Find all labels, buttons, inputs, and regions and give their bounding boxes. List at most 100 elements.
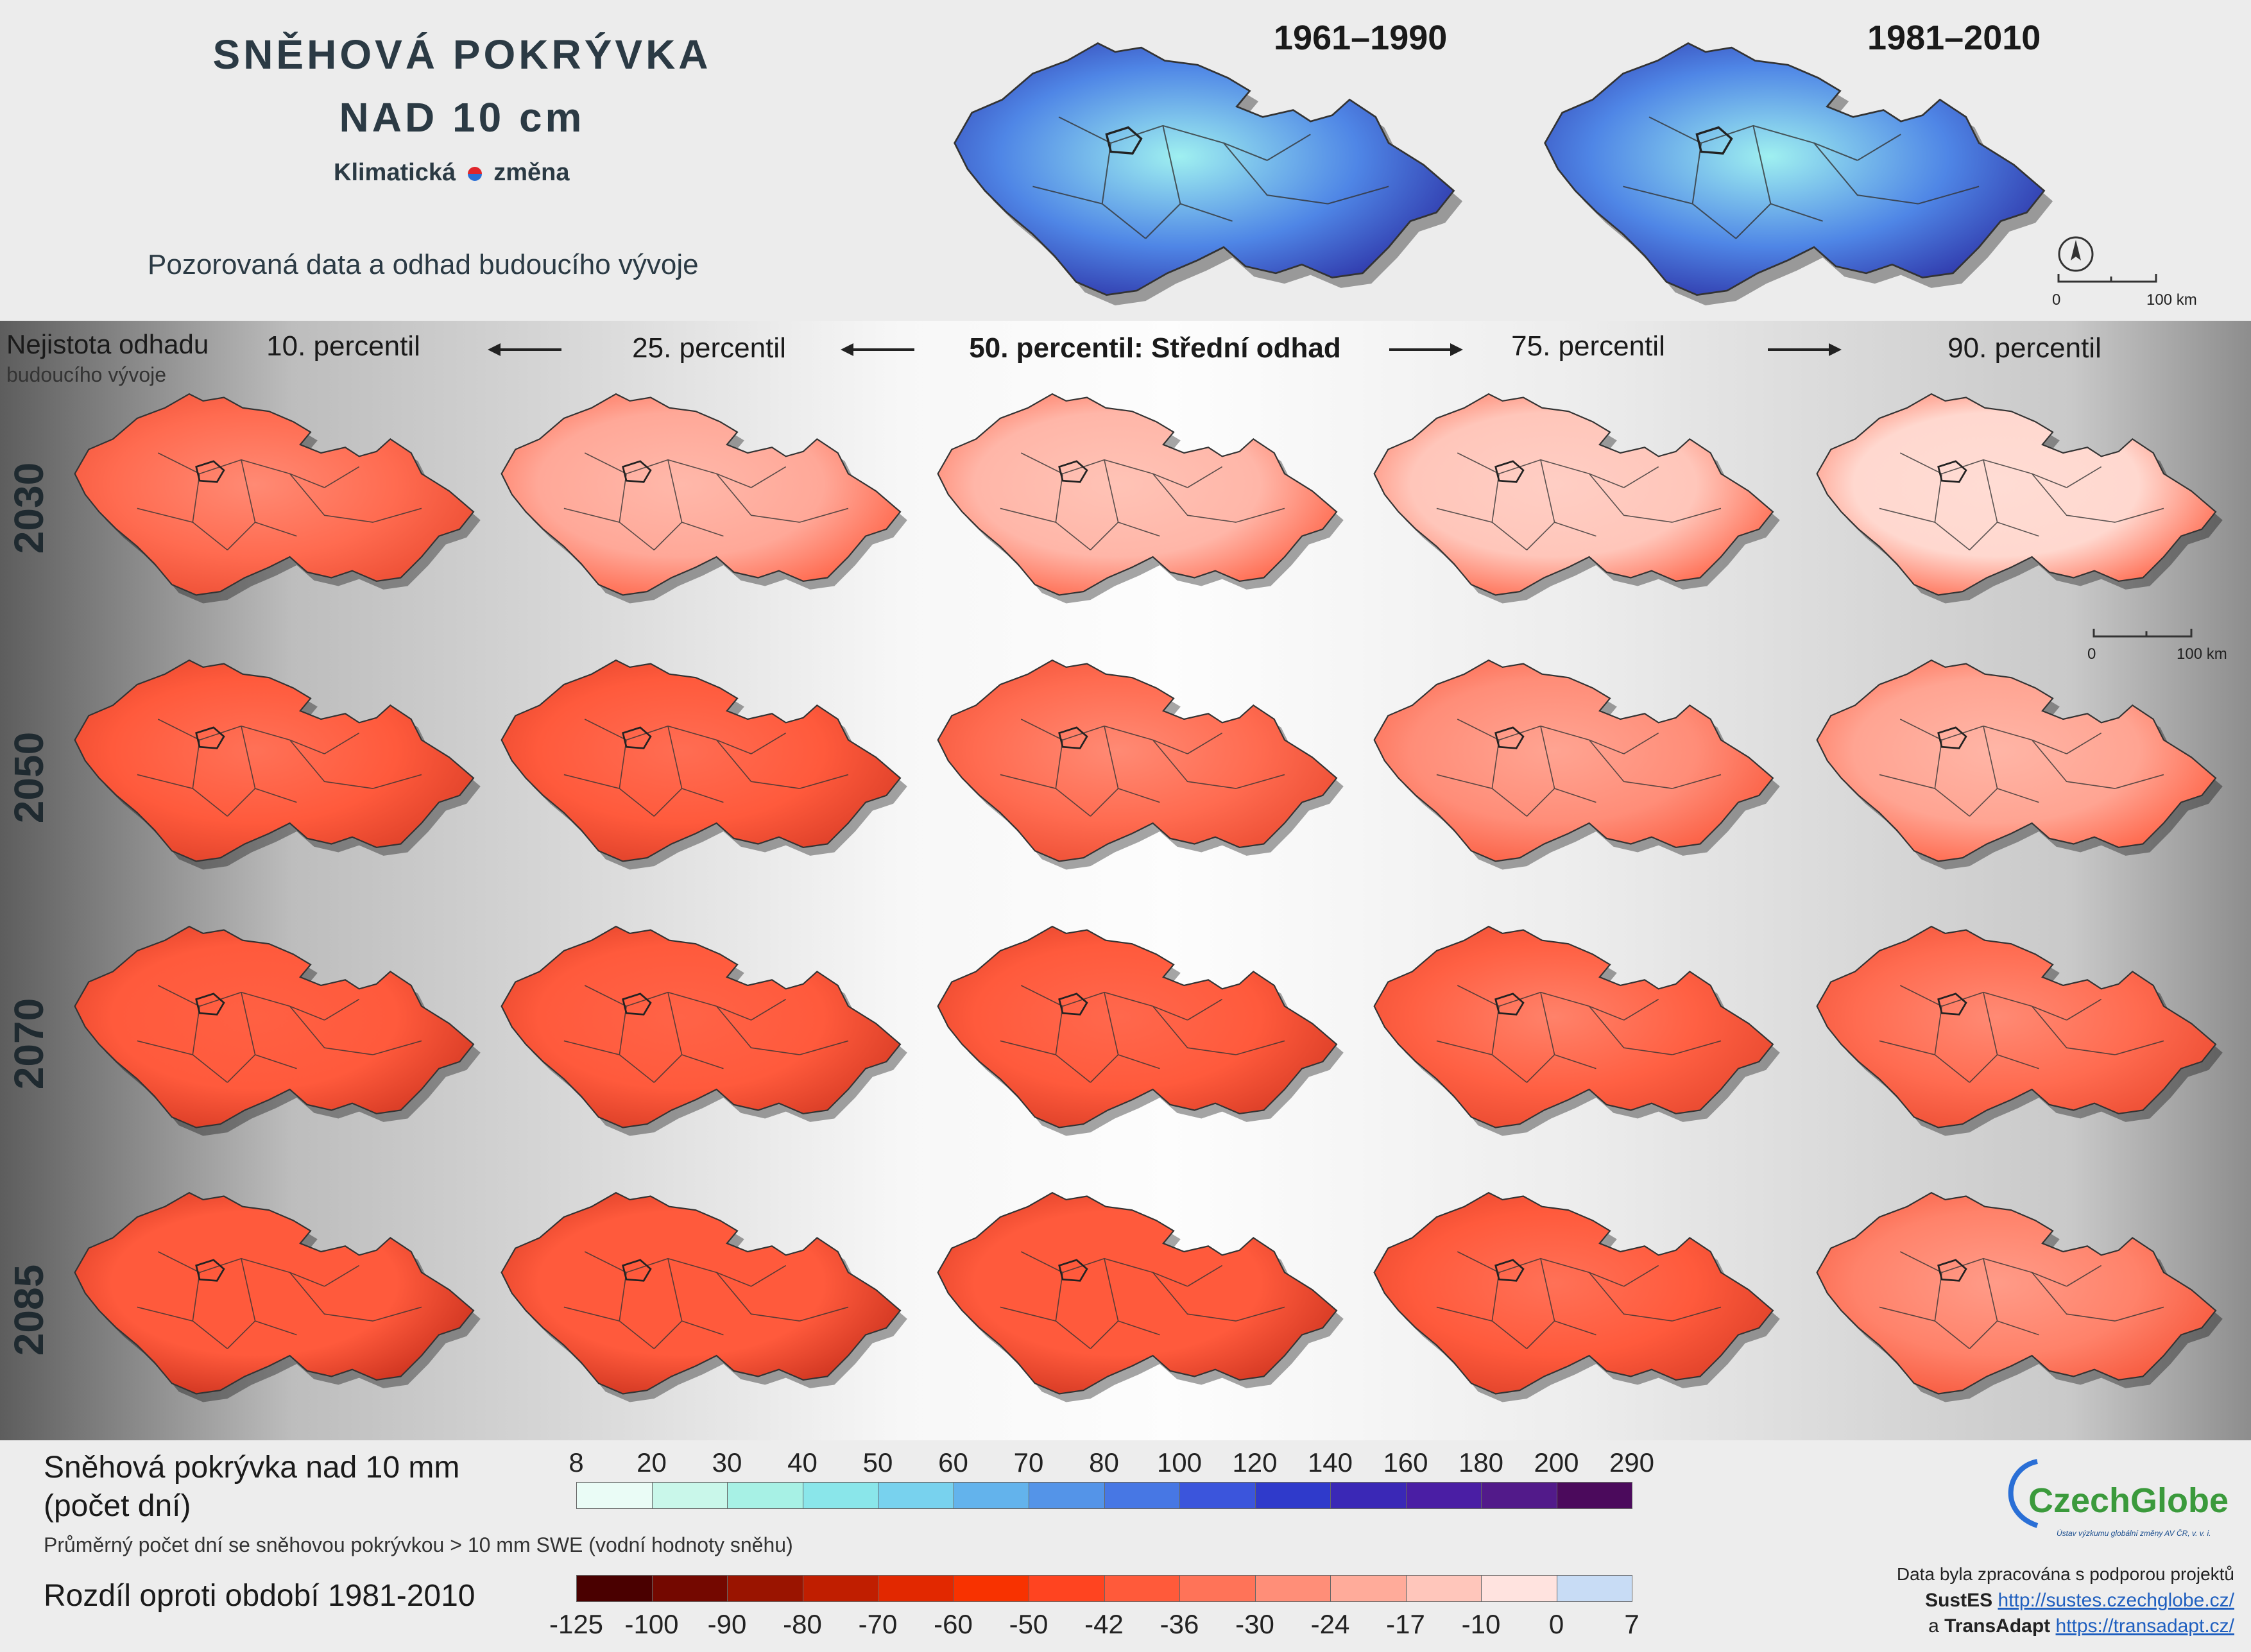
snow-tick-label: 70	[1013, 1447, 1044, 1477]
czechglobe-swoosh-icon	[2008, 1459, 2039, 1528]
legend-snow-note: Průměrný počet dní se sněhovou pokrývkou…	[44, 1533, 793, 1556]
row-label-2050: 2050	[6, 731, 52, 824]
period-label-1981-2010: 1981–2010	[1867, 19, 2041, 57]
diff-swatch	[1556, 1575, 1632, 1602]
projection-map-2070-col1	[74, 925, 481, 1136]
arrow-left-icon-1	[488, 343, 561, 356]
diff-tick-label: -30	[1235, 1609, 1274, 1639]
column-header-p10: 10. percentil	[266, 330, 420, 362]
column-header-p50: 50. percentil: Střední odhad	[969, 332, 1341, 364]
diff-swatch	[576, 1575, 653, 1602]
snow-tick-label: 160	[1383, 1447, 1428, 1477]
subtitle: Pozorovaná data a odhad budoucího vývoje	[148, 249, 699, 280]
snow-tick-label: 50	[862, 1447, 893, 1477]
credit-project1: SustES http://sustes.czechglobe.cz/	[1925, 1590, 2234, 1612]
scale-bar-top-start: 0	[2052, 291, 2061, 309]
projection-map-2085-col2	[501, 1191, 907, 1402]
snow-tick-label: 100	[1156, 1447, 1203, 1477]
projection-map-2070-col5	[1816, 925, 2223, 1136]
column-header-p25: 25. percentil	[632, 332, 786, 364]
uncertainty-label: Nejistota odhadu	[6, 329, 209, 359]
page-title-line2: NAD 10 cm	[339, 94, 585, 141]
diff-swatch	[1179, 1575, 1256, 1602]
projection-map-2070-col2	[501, 925, 907, 1136]
projection-map-2030-col3	[937, 393, 1344, 604]
uncertainty-sublabel: budoucího vývoje	[6, 363, 167, 386]
czechglobe-subtitle: Ústav výzkumu globální změny AV ČR, v. v…	[2057, 1529, 2211, 1538]
project1-name: SustES	[1925, 1590, 1993, 1611]
snow-tick-label: 140	[1307, 1447, 1353, 1477]
credit-line: Data byla zpracována s podporou projektů	[1896, 1564, 2234, 1584]
scale-bar-top	[2057, 274, 2157, 283]
diff-swatch	[1104, 1575, 1180, 1602]
diff-tick-label: 7	[1624, 1609, 1639, 1639]
diff-tick-label: -70	[858, 1609, 898, 1639]
arrow-right-icon-1	[1389, 343, 1463, 356]
snow-swatch	[1481, 1482, 1557, 1509]
legend-snow-unit: (počet dní)	[44, 1489, 191, 1523]
arrow-left-icon-2	[841, 343, 914, 356]
project1-link[interactable]: http://sustes.czechglobe.cz/	[1998, 1590, 2234, 1611]
diff-swatch	[953, 1575, 1029, 1602]
projection-map-2030-col5	[1816, 393, 2223, 604]
projection-map-2070-col3	[937, 925, 1344, 1136]
column-header-p90: 90. percentil	[1947, 332, 2101, 364]
snow-tick-label: 290	[1609, 1447, 1655, 1477]
diff-tick-label: -80	[783, 1609, 822, 1639]
snow-tick-label: 200	[1534, 1447, 1579, 1477]
scale-bar-grid-end: 100 km	[2177, 645, 2227, 663]
projection-map-2050-col3	[937, 659, 1344, 870]
czechglobe-name: CzechGlobe	[2028, 1481, 2229, 1520]
scale-bar-grid-start: 0	[2087, 645, 2096, 663]
snow-tick-label: 20	[637, 1447, 667, 1477]
diff-tick-label: -50	[1009, 1609, 1048, 1639]
diff-swatch	[878, 1575, 954, 1602]
snow-tick-label: 8	[569, 1447, 584, 1477]
diff-swatch	[1029, 1575, 1105, 1602]
diff-tick-label: -42	[1084, 1609, 1124, 1639]
column-header-p75: 75. percentil	[1511, 330, 1665, 362]
diff-swatch	[802, 1575, 878, 1602]
credit-project2: a TransAdapt https://transadapt.cz/	[1928, 1615, 2234, 1637]
snow-swatch	[878, 1482, 954, 1509]
snow-tick-label: 60	[938, 1447, 968, 1477]
diff-swatch	[651, 1575, 728, 1602]
diff-tick-label: -24	[1310, 1609, 1350, 1639]
diff-swatch	[1481, 1575, 1557, 1602]
diff-tick-label: -125	[549, 1609, 604, 1639]
arrow-right-icon-2	[1768, 343, 1842, 356]
legend	[0, 1440, 2251, 1652]
projection-map-2085-col4	[1373, 1191, 1780, 1402]
projection-map-2070-col4	[1373, 925, 1780, 1136]
scale-bar-grid	[2093, 629, 2193, 638]
diff-tick-label: -60	[934, 1609, 973, 1639]
projection-map-2030-col1	[74, 393, 481, 604]
page-title-line1: SNĚHOVÁ POKRÝVKA	[212, 31, 712, 78]
projection-map-2085-col1	[74, 1191, 481, 1402]
projection-map-2050-col5	[1816, 659, 2223, 870]
snow-swatch	[576, 1482, 653, 1509]
projection-map-2030-col4	[1373, 393, 1780, 604]
snow-swatch	[651, 1482, 728, 1509]
diff-tick-label: -36	[1160, 1609, 1199, 1639]
snow-tick-label: 80	[1089, 1447, 1119, 1477]
snow-swatch	[802, 1482, 878, 1509]
project2-link[interactable]: https://transadapt.cz/	[2055, 1615, 2234, 1637]
snow-swatch	[1254, 1482, 1331, 1509]
projection-map-2030-col2	[501, 393, 907, 604]
diff-swatch	[1330, 1575, 1407, 1602]
snow-swatch	[1556, 1482, 1632, 1509]
credit-and: a	[1928, 1615, 1939, 1637]
observed-map-1981-2010	[1544, 42, 2053, 305]
legend-snow-title: Sněhová pokrývka nad 10 mm	[44, 1451, 460, 1485]
north-arrow-icon	[2058, 236, 2094, 272]
diff-swatch	[727, 1575, 803, 1602]
diff-tick-label: 0	[1548, 1609, 1564, 1639]
logo-word2: změna	[493, 159, 570, 186]
projection-map-2050-col2	[501, 659, 907, 870]
diff-swatch	[1254, 1575, 1331, 1602]
projection-map-2085-col5	[1816, 1191, 2223, 1402]
thermometer-drop-icon	[467, 166, 482, 181]
snow-swatch	[1405, 1482, 1482, 1509]
snow-tick-label: 120	[1232, 1447, 1278, 1477]
